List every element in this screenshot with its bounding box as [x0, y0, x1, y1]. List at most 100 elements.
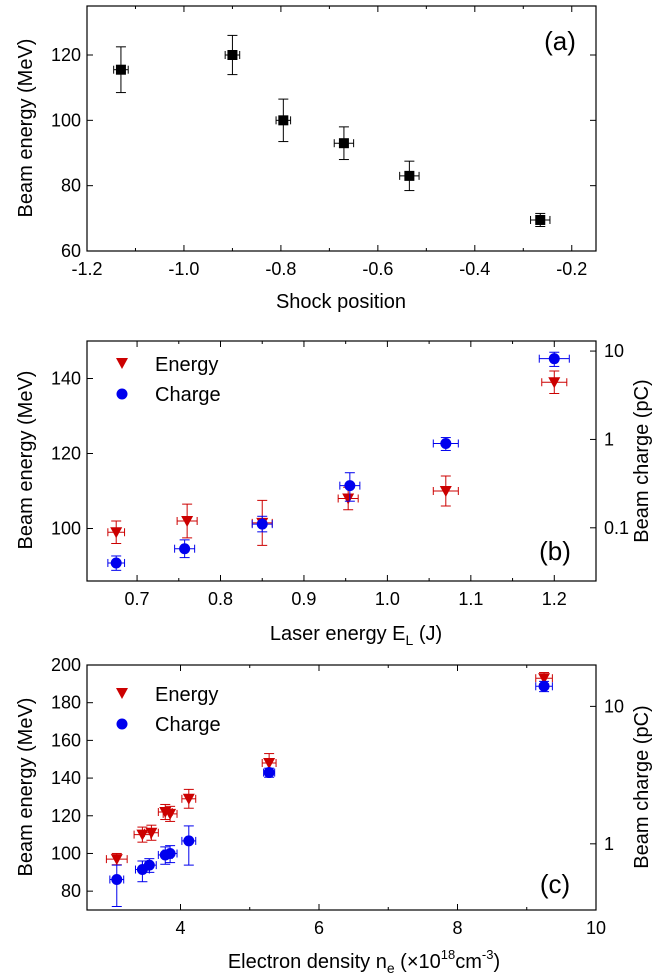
marker-triangle-down [164, 808, 177, 820]
marker-triangle-down [263, 758, 276, 769]
data-point-b-s1-5 [538, 351, 570, 367]
x-tick-label-c: 10 [586, 918, 606, 938]
data-point-a-s0-2 [275, 98, 292, 143]
x-axis-title-c-sup: 18 [441, 947, 455, 962]
y-axis-title-b: Beam energy (MeV) [15, 371, 37, 550]
x-tick-label-c: 4 [175, 918, 185, 938]
data-point-c-s1-0 [109, 864, 125, 907]
legend-marker-energy-b [116, 358, 128, 369]
panel-label-b: (b) [539, 536, 571, 566]
marker-circle [538, 680, 550, 692]
y-tick-label-b: 140 [51, 369, 81, 389]
legend-marker-charge-c [116, 718, 128, 730]
data-point-c-s1-5 [181, 825, 197, 866]
y2-tick-label-b: 10 [604, 341, 624, 361]
x-tick-label-a: -1.0 [168, 259, 199, 279]
marker-square [338, 138, 349, 149]
marker-square [404, 170, 415, 181]
data-point-c-s1-6 [263, 767, 276, 779]
marker-square [227, 50, 238, 60]
marks-b [107, 351, 570, 571]
x-axis-title-a: Shock position [276, 291, 406, 313]
data-point-b-s1-4 [432, 437, 459, 451]
marker-triangle-down [110, 527, 123, 539]
y-axis-title-a: Beam energy (MeV) [15, 39, 37, 218]
x-axis-title-b-unit: (J) [413, 623, 442, 645]
panel-label-a: (a) [544, 26, 576, 56]
x-tick-label-c: 8 [452, 918, 462, 938]
marker-triangle-down [342, 493, 355, 505]
marker-square [278, 115, 289, 126]
legend-label-energy-b: Energy [155, 354, 218, 376]
x-tick-label-a: -0.8 [265, 259, 296, 279]
legend-label-charge-b: Charge [155, 384, 221, 406]
data-point-a-s0-0 [113, 46, 129, 94]
y-tick-label-c: 100 [51, 843, 81, 863]
x-axis-title-c-main: Electron density n [228, 951, 387, 973]
data-point-b-s0-0 [107, 520, 126, 544]
x-tick-label-a: -0.2 [556, 259, 587, 279]
panel-a: -1.2 -1.0 -0.8 -0.6 -0.4 -0.2 60 80 100 120 (a) S… [15, 5, 597, 313]
marker-triangle-down [182, 793, 195, 805]
y-tick-label-c: 180 [51, 693, 81, 713]
data-point-b-s1-3 [339, 472, 361, 502]
y-tick-label-a: 120 [51, 45, 81, 65]
marker-square [115, 64, 126, 75]
marker-circle [183, 835, 195, 847]
marks-a [113, 34, 551, 227]
x-axis-title-b-sub: L [405, 632, 413, 648]
y-tick-label-c: 80 [61, 881, 81, 901]
x-tick-label-b: 0.9 [291, 589, 316, 609]
marks-c [105, 672, 553, 907]
data-point-c-s1-4 [162, 845, 178, 864]
x-axis-title-b: Laser energy EL (J) [270, 623, 442, 648]
x-tick-label-a: -0.6 [362, 259, 393, 279]
legend-c: Energy Charge [116, 684, 221, 736]
marker-triangle-down [548, 377, 561, 389]
y-tick-label-b: 120 [51, 444, 81, 464]
marker-triangle-down [439, 486, 452, 497]
x-axis-title-c-unit-post: ) [493, 951, 500, 973]
plot-frame-c [86, 664, 597, 911]
ticks-a: -1.2 -1.0 -0.8 -0.6 -0.4 -0.2 60 80 100 120 [51, 6, 596, 279]
marker-circle [164, 848, 176, 860]
x-tick-label-a: -1.2 [71, 259, 102, 279]
plot-frame-a [86, 5, 597, 252]
data-point-c-s1-2 [141, 858, 157, 873]
ticks-b: 0.7 0.8 0.9 1.0 1.1 1.2 100 120 140 0.1 1 10 [51, 341, 629, 609]
x-tick-label-b: 0.7 [125, 589, 150, 609]
panel-b: 0.7 0.8 0.9 1.0 1.1 1.2 100 120 140 0.1 1 10 Energy… [15, 340, 653, 648]
legend-label-charge-c: Charge [155, 714, 221, 736]
marker-circle [548, 353, 560, 365]
x-axis-title-c: Electron density ne (×1018cm-3) [228, 947, 500, 976]
data-point-c-s0-0 [105, 852, 128, 866]
y2-axis-title-b: Beam charge (pC) [631, 379, 653, 542]
y-tick-label-c: 200 [51, 655, 81, 675]
data-point-b-s0-5 [541, 370, 568, 394]
y2-tick-label-b: 1 [604, 429, 614, 449]
x-axis-title-c-unit-mid: cm [455, 951, 482, 973]
marker-circle [143, 859, 155, 871]
y-tick-label-a: 80 [61, 176, 81, 196]
data-point-c-s0-4 [162, 805, 178, 822]
marker-triangle-down [145, 827, 158, 839]
y2-axis-title-c: Beam charge (pC) [631, 705, 653, 868]
y2-tick-label-b: 0.1 [604, 518, 629, 538]
data-point-b-s0-4 [432, 475, 459, 507]
data-point-b-s1-0 [107, 555, 126, 571]
legend-label-energy-c: Energy [155, 684, 218, 706]
marker-triangle-down [110, 854, 123, 866]
legend-marker-energy-c [116, 688, 128, 699]
marker-triangle-down [538, 673, 551, 685]
panel-label-c: (c) [540, 869, 570, 899]
y-axis-title-c: Beam energy (MeV) [15, 698, 37, 877]
data-point-c-s0-5 [181, 788, 197, 809]
marker-square [535, 214, 546, 225]
y-tick-label-b: 100 [51, 519, 81, 539]
y-tick-label-c: 140 [51, 768, 81, 788]
x-axis-title-c-sup2: -3 [482, 947, 494, 962]
marker-circle [179, 543, 191, 555]
ticks-c: 4 6 8 10 80 100 120 140 160 180 200 1 10 [51, 655, 624, 938]
y-tick-label-c: 160 [51, 730, 81, 750]
